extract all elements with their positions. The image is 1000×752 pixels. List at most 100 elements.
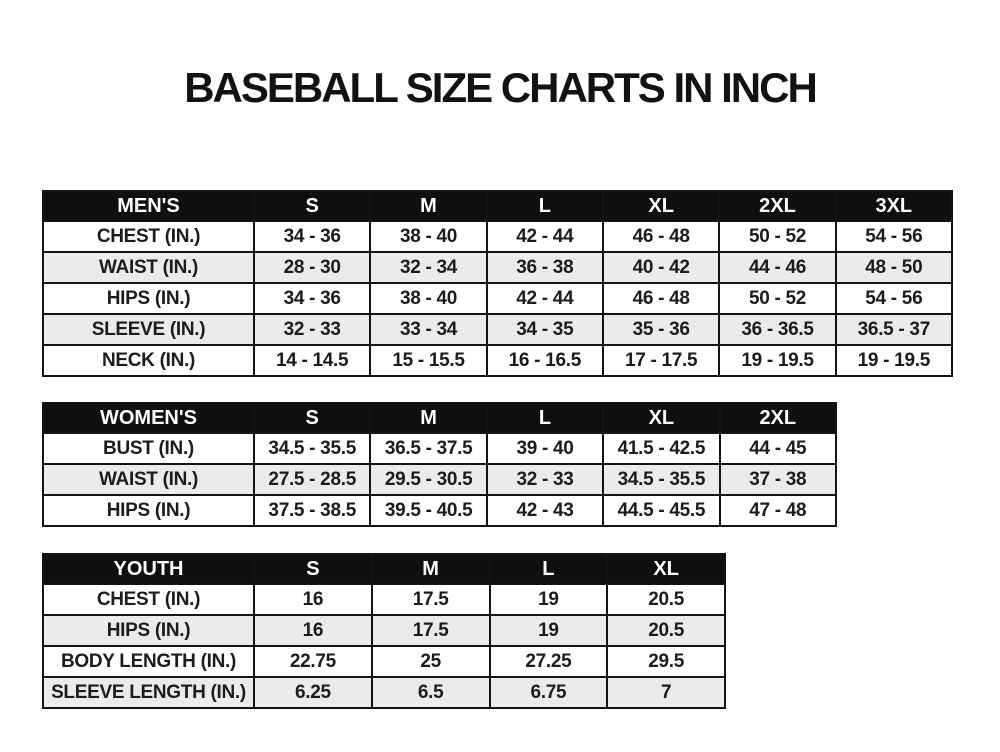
size-cell: 44 - 46: [718, 251, 837, 284]
table-row: CHEST (IN.) 34 - 36 38 - 40 42 - 44 46 - 48 5…: [42, 220, 954, 253]
row-label: HIPS (IN.): [42, 282, 255, 315]
size-cell: 48 - 50: [834, 251, 954, 284]
column-header: M: [369, 190, 488, 222]
row-label: CHEST (IN.): [42, 220, 255, 253]
column-header: L: [485, 402, 605, 434]
table-row: NECK (IN.) 14 - 14.5 15 - 15.5 16 - 16.5 17 …: [42, 344, 954, 377]
header-row: YOUTH S M L XL: [42, 553, 726, 585]
size-cell: 28 - 30: [252, 251, 372, 284]
size-cell: 34.5 - 35.5: [602, 463, 721, 496]
column-header: S: [252, 190, 372, 222]
size-cell: 14 - 14.5: [252, 344, 372, 377]
size-cell: 44.5 - 45.5: [602, 494, 721, 527]
row-label: WAIST (IN.): [42, 251, 255, 284]
size-cell: 20.5: [606, 583, 726, 616]
size-cell: 54 - 56: [834, 282, 954, 315]
size-cell: 33 - 34: [369, 313, 488, 346]
row-label: WAIST (IN.): [42, 463, 255, 496]
table-row: HIPS (IN.) 34 - 36 38 - 40 42 - 44 46 - 48 50…: [42, 282, 954, 315]
size-cell: 29.5 - 30.5: [369, 463, 488, 496]
table-row: BODY LENGTH (IN.) 22.75 25 27.25 29.5: [42, 645, 726, 678]
size-cell: 19 - 19.5: [718, 344, 837, 377]
size-cell: 42 - 43: [485, 494, 605, 527]
row-label: SLEEVE LENGTH (IN.): [42, 676, 255, 709]
row-label: CHEST (IN.): [42, 583, 255, 616]
size-cell: 42 - 44: [485, 282, 604, 315]
column-header: S: [252, 402, 372, 434]
size-cell: 6.5: [370, 676, 491, 709]
size-cell: 36.5 - 37: [834, 313, 954, 346]
size-cell: 54 - 56: [834, 220, 954, 253]
size-cell: 37 - 38: [718, 463, 838, 496]
table-row: WAIST (IN.) 27.5 - 28.5 29.5 - 30.5 32 - 33…: [42, 463, 838, 496]
size-cell: 40 - 42: [601, 251, 721, 284]
table-row: SLEEVE LENGTH (IN.) 6.25 6.5 6.75 7: [42, 676, 726, 709]
column-header: M: [369, 402, 488, 434]
size-cell: 7: [606, 676, 726, 709]
column-header: XL: [606, 553, 726, 585]
size-cell: 27.5 - 28.5: [252, 463, 372, 496]
size-cell: 15 - 15.5: [369, 344, 488, 377]
table-title: WOMEN'S: [42, 402, 255, 434]
size-cell: 17 - 17.5: [601, 344, 721, 377]
table-title: MEN'S: [42, 190, 255, 222]
column-header: 2XL: [718, 402, 838, 434]
header-row: MEN'S S M L XL 2XL 3XL: [42, 190, 954, 222]
size-cell: 39.5 - 40.5: [369, 494, 488, 527]
size-cell: 46 - 48: [601, 282, 721, 315]
row-label: HIPS (IN.): [42, 494, 255, 527]
row-label: BODY LENGTH (IN.): [42, 645, 255, 678]
column-header: 3XL: [834, 190, 954, 222]
size-cell: 34.5 - 35.5: [252, 432, 372, 465]
size-cell: 47 - 48: [718, 494, 838, 527]
mens-size-table: MEN'S S M L XL 2XL 3XL CHEST (IN.) 34 - 36 38 - 4…: [42, 190, 954, 377]
size-cell: 32 - 33: [485, 463, 605, 496]
size-cell: 32 - 34: [369, 251, 488, 284]
size-cell: 41.5 - 42.5: [602, 432, 721, 465]
row-label: BUST (IN.): [42, 432, 255, 465]
size-cell: 32 - 33: [252, 313, 372, 346]
column-header: XL: [602, 402, 721, 434]
size-cell: 20.5: [606, 614, 726, 647]
size-cell: 39 - 40: [485, 432, 605, 465]
womens-size-table: WOMEN'S S M L XL 2XL BUST (IN.) 34.5 - 35.5 36.5…: [42, 402, 838, 527]
size-cell: 36 - 36.5: [718, 313, 837, 346]
size-cell: 42 - 44: [485, 220, 604, 253]
table-row: HIPS (IN.) 16 17.5 19 20.5: [42, 614, 726, 647]
size-cell: 29.5: [606, 645, 726, 678]
size-cell: 37.5 - 38.5: [252, 494, 372, 527]
size-cell: 34 - 35: [485, 313, 604, 346]
size-cell: 16: [253, 614, 373, 647]
table-row: SLEEVE (IN.) 32 - 33 33 - 34 34 - 35 35 - 36…: [42, 313, 954, 346]
size-cell: 36 - 38: [485, 251, 604, 284]
youth-size-table: YOUTH S M L XL CHEST (IN.) 16 17.5 19 20.5 HIPS (I…: [42, 553, 726, 709]
size-cell: 16: [253, 583, 373, 616]
column-header: L: [485, 190, 604, 222]
table-title: YOUTH: [42, 553, 255, 585]
column-header: XL: [601, 190, 721, 222]
header-row: WOMEN'S S M L XL 2XL: [42, 402, 838, 434]
row-label: NECK (IN.): [42, 344, 255, 377]
size-cell: 27.25: [488, 645, 609, 678]
table-row: HIPS (IN.) 37.5 - 38.5 39.5 - 40.5 42 - 43 4…: [42, 494, 838, 527]
size-cell: 38 - 40: [369, 282, 488, 315]
row-label: SLEEVE (IN.): [42, 313, 255, 346]
table-row: WAIST (IN.) 28 - 30 32 - 34 36 - 38 40 - 42 4…: [42, 251, 954, 284]
size-cell: 50 - 52: [718, 282, 837, 315]
column-header: 2XL: [718, 190, 837, 222]
size-cell: 34 - 36: [252, 282, 372, 315]
size-cell: 25: [370, 645, 491, 678]
size-cell: 36.5 - 37.5: [369, 432, 488, 465]
size-cell: 46 - 48: [601, 220, 721, 253]
column-header: L: [488, 553, 609, 585]
page-title: BASEBALL SIZE CHARTS IN INCH: [184, 64, 818, 111]
size-cell: 22.75: [253, 645, 373, 678]
size-cell: 19: [488, 614, 609, 647]
size-cell: 44 - 45: [718, 432, 838, 465]
size-cell: 19: [488, 583, 609, 616]
size-cell: 17.5: [370, 614, 491, 647]
column-header: M: [370, 553, 491, 585]
table-row: BUST (IN.) 34.5 - 35.5 36.5 - 37.5 39 - 40 4…: [42, 432, 838, 465]
size-cell: 19 - 19.5: [834, 344, 954, 377]
size-cell: 35 - 36: [601, 313, 721, 346]
